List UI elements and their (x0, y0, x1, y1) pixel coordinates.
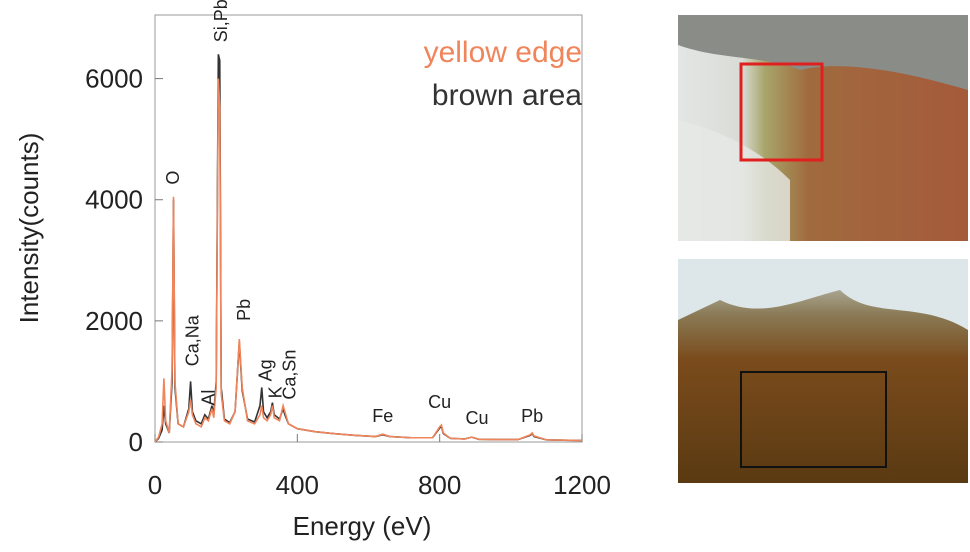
legend-entry: yellow edge (424, 36, 582, 69)
peak-label: K (265, 386, 285, 398)
peak-label: Ca,Sn (280, 350, 300, 400)
peak-label: Pb (234, 299, 254, 321)
peak-label: Ag (255, 359, 275, 381)
peak-label: Fe (372, 406, 393, 426)
peak-label: Pb (521, 406, 543, 426)
legend-entry: brown area (432, 79, 582, 112)
peak-label: Cu (428, 392, 451, 412)
photo-bottom (678, 259, 968, 483)
plot-frame (154, 14, 583, 443)
photo-top (678, 15, 968, 241)
peak-label: O (163, 171, 183, 185)
series-line (154, 78, 583, 443)
x-axis-label: Energy (eV) (293, 511, 432, 541)
y-tick-label: 0 (129, 427, 143, 457)
peak-label: Cu (466, 408, 489, 428)
x-tick-label: 400 (276, 470, 319, 500)
peak-label: Al (198, 390, 218, 406)
x-tick-label: 800 (418, 470, 461, 500)
y-tick-label: 6000 (85, 64, 143, 94)
y-tick-label: 2000 (85, 306, 143, 336)
peak-label: Ca,Na (182, 314, 202, 366)
x-tick-label: 0 (148, 470, 162, 500)
y-tick-label: 4000 (85, 185, 143, 215)
y-axis-label: Intensity(counts) (14, 133, 44, 324)
peak-label: Si,Pb (211, 0, 231, 42)
x-tick-label: 1200 (553, 470, 611, 500)
